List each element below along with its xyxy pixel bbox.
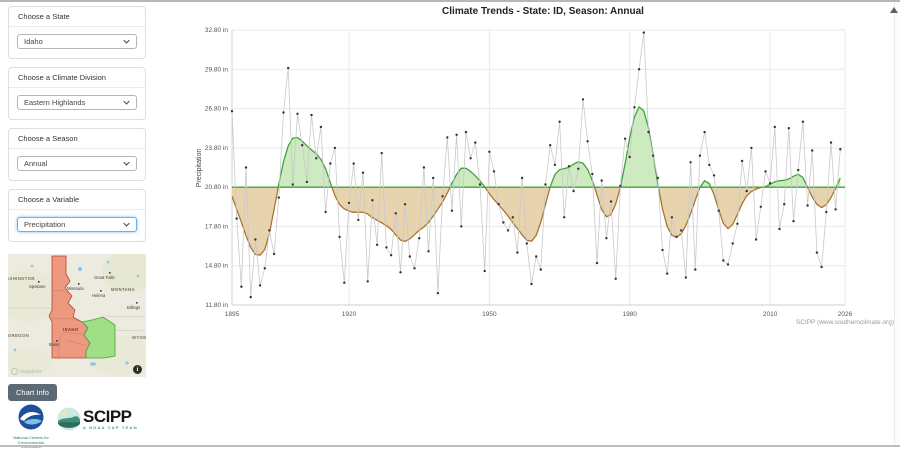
state-card: Choose a State Idaho — [8, 6, 146, 59]
scipp-emblem-icon — [57, 407, 81, 431]
svg-text:32.80 in: 32.80 in — [205, 27, 229, 34]
state-select[interactable]: Idaho — [17, 34, 137, 49]
state-labels: WASHINGTON MONTANA OREGON IDAHO WYOMING — [8, 276, 146, 340]
division-boundaries — [51, 289, 87, 359]
state-card-title: Choose a State — [9, 7, 145, 27]
eastern-highlands-shape — [81, 316, 116, 359]
city-dots — [38, 272, 138, 342]
state-label: MONTANA — [111, 287, 135, 292]
svg-text:23.80 in: 23.80 in — [205, 145, 229, 152]
city-label: Great Falls — [94, 275, 114, 280]
city-labels: Spokane Great Falls Missoula Helena Billings… — [29, 275, 140, 347]
svg-text:26.80 in: 26.80 in — [205, 106, 229, 113]
division-select[interactable]: Eastern Highlands — [17, 95, 137, 110]
season-card: Choose a Season Annual — [8, 128, 146, 181]
season-select[interactable]: Annual — [17, 156, 137, 171]
noaa-seal-icon — [18, 404, 44, 430]
scipp-logo: SCIPP A NOAA CAP TEAM — [57, 407, 138, 431]
mapbox-icon — [11, 368, 18, 375]
chevron-down-icon — [123, 100, 130, 105]
noaa-logo: National Centers for Environmental Infor… — [12, 404, 50, 450]
svg-text:17.80 in: 17.80 in — [205, 223, 229, 230]
mapbox-attribution[interactable]: mapbox — [11, 368, 42, 375]
map-canvas: WASHINGTON MONTANA OREGON IDAHO WYOMING Spok… — [8, 254, 146, 377]
state-label: OREGON — [8, 333, 29, 338]
svg-text:1920: 1920 — [342, 311, 357, 318]
division-select-value: Eastern Highlands — [24, 98, 86, 107]
city-dot — [38, 281, 40, 283]
division-map[interactable]: WASHINGTON MONTANA OREGON IDAHO WYOMING Spok… — [8, 254, 146, 377]
sidebar: Choose a State Idaho Choose a Climate Di… — [8, 6, 146, 450]
season-card-title: Choose a Season — [9, 129, 145, 149]
city-label: Boise — [49, 342, 60, 347]
tick-labels: 32.80 in 29.80 in 26.80 in 23.80 in 20.80 in… — [205, 27, 853, 318]
city-label: Spokane — [29, 284, 46, 289]
chevron-down-icon — [123, 161, 130, 166]
svg-text:1950: 1950 — [482, 311, 497, 318]
variable-card-title: Choose a Variable — [9, 190, 145, 210]
smoothed-anomaly-area — [232, 105, 841, 256]
city-dot — [136, 302, 138, 304]
window-top-edge — [0, 0, 900, 2]
city-dot — [100, 290, 102, 292]
city-label: Missoula — [67, 286, 84, 291]
chevron-down-icon — [123, 39, 130, 44]
scipp-tagline: A NOAA CAP TEAM — [83, 426, 139, 430]
climate-trends-chart[interactable]: 32.80 in 29.80 in 26.80 in 23.80 in 20.80 in… — [188, 0, 898, 335]
window-bottom-edge — [0, 445, 900, 447]
chevron-down-icon — [123, 222, 130, 227]
svg-text:2026: 2026 — [838, 311, 853, 318]
svg-text:1895: 1895 — [225, 311, 240, 318]
noaa-caption: National Centers for Environmental Infor… — [13, 435, 49, 449]
y-axis-label: Precipitation — [196, 149, 203, 188]
lakes — [13, 260, 140, 366]
annual-data-points — [230, 31, 842, 299]
chart-info-button[interactable]: Chart Info — [8, 384, 57, 401]
chart-attribution: SCIPP (www.southernclimate.org) — [795, 319, 894, 326]
svg-text:14.80 in: 14.80 in — [205, 263, 229, 270]
scipp-wordmark: SCIPP — [83, 407, 132, 426]
season-select-value: Annual — [24, 159, 48, 168]
city-dot — [109, 272, 111, 274]
state-label: WASHINGTON — [8, 276, 35, 281]
axes — [231, 30, 845, 306]
state-select-value: Idaho — [24, 37, 43, 46]
scrollbar-up-icon[interactable] — [890, 7, 898, 13]
variable-select-value: Precipitation — [24, 220, 66, 229]
svg-text:2010: 2010 — [763, 311, 778, 318]
state-label: IDAHO — [63, 327, 79, 332]
variable-card: Choose a Variable Precipitation — [8, 189, 146, 242]
division-card-title: Choose a Climate Division — [9, 68, 145, 88]
division-card: Choose a Climate Division Eastern Highla… — [8, 67, 146, 120]
chart-title: Climate Trends - State: ID, Season: Annu… — [442, 6, 644, 17]
svg-text:29.80 in: 29.80 in — [205, 66, 229, 73]
city-dot — [56, 340, 58, 342]
svg-text:1980: 1980 — [623, 311, 638, 318]
svg-text:11.80 in: 11.80 in — [205, 302, 228, 309]
state-label: WYOMING — [132, 335, 146, 340]
variable-select[interactable]: Precipitation — [17, 217, 137, 232]
city-label: Billings — [127, 305, 140, 310]
city-dot — [78, 283, 80, 285]
map-info-icon[interactable]: i — [133, 365, 142, 374]
city-label: Helena — [92, 293, 106, 298]
svg-text:20.80 in: 20.80 in — [205, 184, 229, 191]
scrollbar[interactable] — [894, 2, 900, 445]
logo-row: National Centers for Environmental Infor… — [8, 404, 146, 450]
